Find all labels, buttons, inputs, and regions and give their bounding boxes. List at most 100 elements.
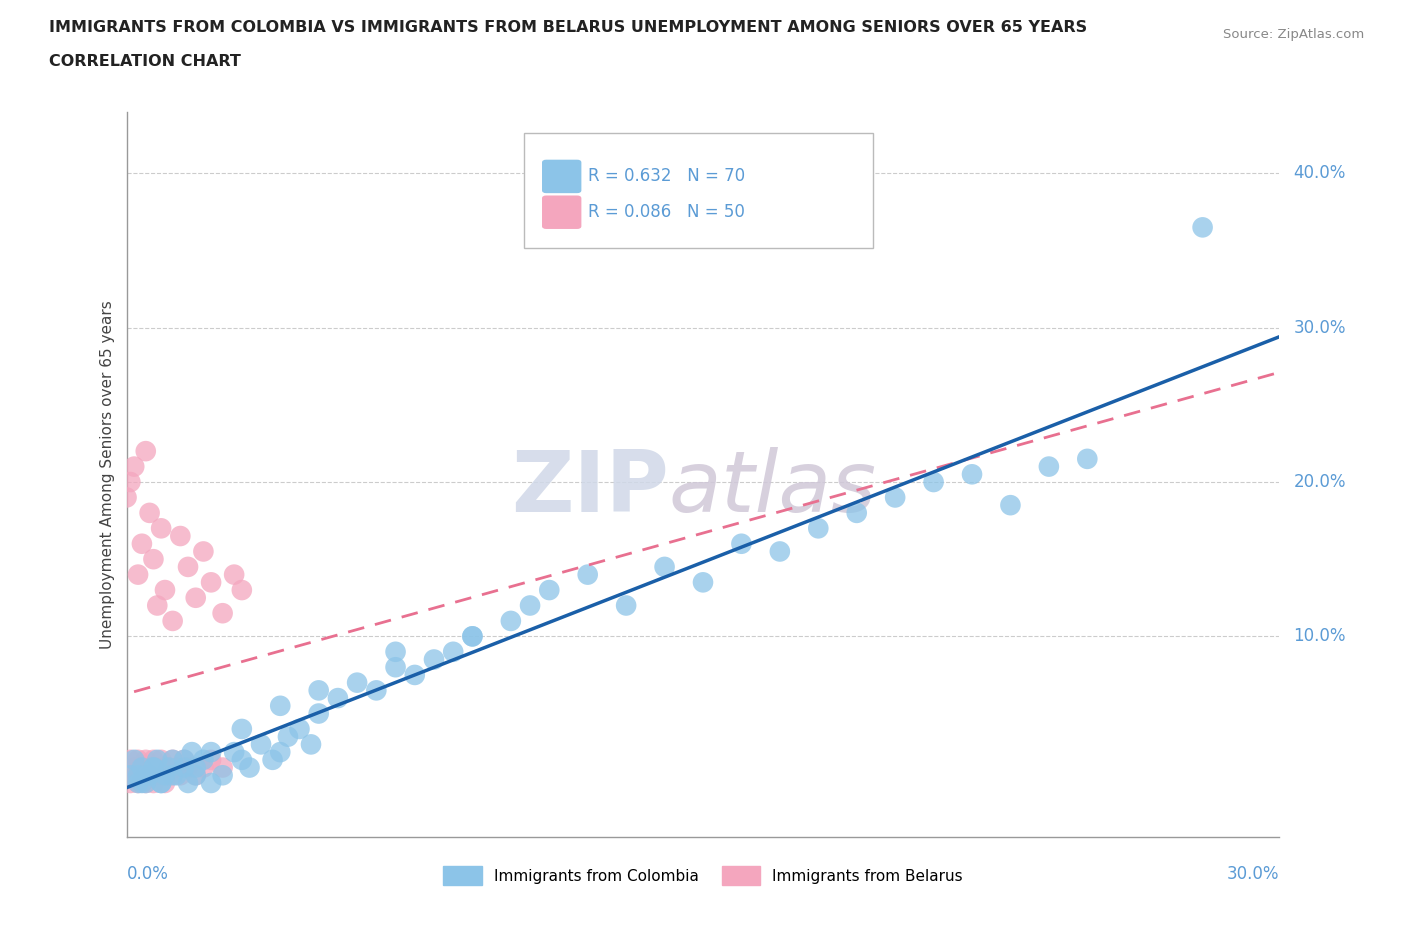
Point [146, 598, 169, 613]
Text: Source: ZipAtlas.com: Source: ZipAtlas.com [1223, 28, 1364, 41]
Point [138, 760, 160, 775]
Point [193, 544, 215, 559]
Point [1038, 459, 1060, 474]
Point [461, 629, 484, 644]
Point [184, 591, 207, 605]
Point [146, 768, 169, 783]
Text: 40.0%: 40.0% [1294, 165, 1346, 182]
Point [404, 668, 426, 683]
Point [153, 768, 176, 783]
Point [138, 768, 160, 783]
Point [1076, 451, 1098, 466]
Point [177, 760, 200, 775]
Text: 30.0%: 30.0% [1227, 865, 1279, 883]
Point [131, 776, 153, 790]
Point [173, 752, 195, 767]
Point [120, 474, 142, 489]
Point [211, 605, 233, 620]
Point [150, 776, 173, 790]
Point [238, 760, 260, 775]
Point [157, 760, 180, 775]
Point [162, 768, 184, 783]
Point [250, 737, 273, 751]
Point [277, 729, 299, 744]
Point [423, 652, 446, 667]
Y-axis label: Unemployment Among Seniors over 65 years: Unemployment Among Seniors over 65 years [100, 300, 115, 649]
Point [142, 760, 165, 775]
Point [122, 760, 145, 775]
Text: 10.0%: 10.0% [1294, 628, 1346, 645]
Legend: Immigrants from Colombia, Immigrants from Belarus: Immigrants from Colombia, Immigrants fro… [437, 860, 969, 891]
Point [157, 768, 180, 783]
Point [162, 752, 184, 767]
Text: ZIP: ZIP [510, 447, 668, 530]
Point [845, 505, 868, 520]
Point [211, 760, 233, 775]
Point [184, 768, 207, 783]
Point [922, 474, 945, 489]
Text: R = 0.086   N = 50: R = 0.086 N = 50 [589, 204, 745, 221]
Point [960, 467, 983, 482]
Point [146, 752, 169, 767]
Point [135, 768, 157, 783]
Point [366, 683, 388, 698]
Point [200, 752, 222, 767]
Point [162, 614, 184, 629]
Point [142, 776, 165, 790]
Point [884, 490, 907, 505]
Text: atlas: atlas [668, 447, 876, 530]
Point [1000, 498, 1022, 512]
Point [262, 752, 284, 767]
Text: CORRELATION CHART: CORRELATION CHART [49, 54, 240, 69]
Point [127, 567, 149, 582]
Point [200, 745, 222, 760]
Point [692, 575, 714, 590]
Point [184, 768, 207, 783]
Point [127, 776, 149, 790]
Point [461, 629, 484, 644]
Point [173, 752, 195, 767]
Point [138, 768, 160, 783]
Point [299, 737, 322, 751]
Point [138, 505, 160, 520]
Point [127, 768, 149, 783]
Point [166, 760, 188, 775]
Point [122, 752, 145, 767]
Point [576, 567, 599, 582]
Point [122, 459, 145, 474]
Point [224, 567, 246, 582]
Point [384, 659, 406, 674]
Point [127, 776, 149, 790]
Point [135, 776, 157, 790]
Point [120, 776, 142, 790]
Point [180, 745, 202, 760]
Point [153, 760, 176, 775]
Point [150, 752, 173, 767]
Point [150, 521, 173, 536]
Point [142, 551, 165, 566]
Point [115, 768, 138, 783]
Point [269, 745, 291, 760]
Point [177, 776, 200, 790]
Point [1191, 219, 1213, 234]
Point [150, 776, 173, 790]
Point [153, 582, 176, 597]
Point [384, 644, 406, 659]
Point [122, 768, 145, 783]
Point [308, 683, 330, 698]
Point [142, 752, 165, 767]
Point [269, 698, 291, 713]
Point [224, 745, 246, 760]
Point [499, 614, 522, 629]
Text: R = 0.632   N = 70: R = 0.632 N = 70 [589, 167, 745, 185]
Point [441, 644, 464, 659]
Point [326, 691, 349, 706]
Text: IMMIGRANTS FROM COLOMBIA VS IMMIGRANTS FROM BELARUS UNEMPLOYMENT AMONG SENIORS O: IMMIGRANTS FROM COLOMBIA VS IMMIGRANTS F… [49, 20, 1087, 35]
Point [131, 760, 153, 775]
Point [308, 706, 330, 721]
Point [184, 760, 207, 775]
Point [519, 598, 541, 613]
Text: 20.0%: 20.0% [1294, 473, 1346, 491]
Point [169, 528, 191, 543]
Text: 30.0%: 30.0% [1294, 319, 1346, 337]
